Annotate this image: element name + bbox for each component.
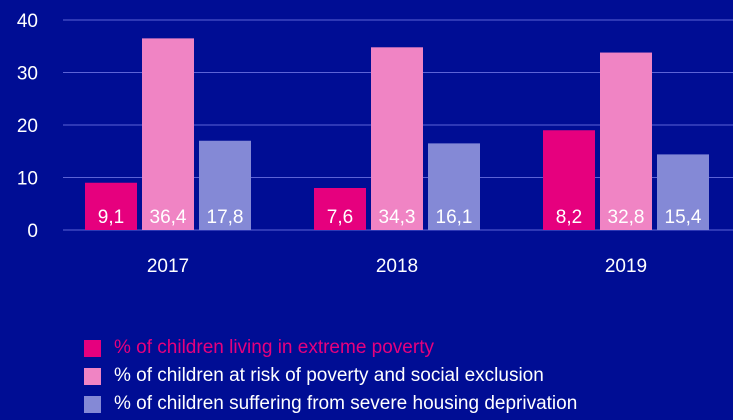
data-label: 16,1 — [436, 207, 473, 228]
y-tick-label: 10 — [17, 169, 38, 190]
bar — [600, 52, 652, 230]
legend-swatch — [84, 395, 101, 413]
legend-label: % of children at risk of poverty and soc… — [114, 365, 544, 386]
bar — [371, 47, 423, 230]
bar — [199, 140, 251, 230]
data-label: 7,6 — [327, 207, 353, 228]
legend-item: % of children at risk of poverty and soc… — [84, 362, 577, 390]
bar — [428, 143, 480, 230]
data-label: 34,3 — [379, 207, 416, 228]
data-label: 36,4 — [150, 207, 187, 228]
data-label: 32,8 — [608, 207, 645, 228]
y-tick-label: 0 — [27, 221, 38, 242]
legend: % of children living in extreme poverty%… — [84, 334, 577, 418]
data-label: 15,4 — [665, 207, 702, 228]
y-tick-label: 20 — [17, 116, 38, 137]
data-label: 9,1 — [98, 207, 124, 228]
legend-swatch — [84, 339, 101, 357]
x-tick-label: 2017 — [147, 256, 189, 277]
bar — [657, 154, 709, 230]
y-tick-label: 30 — [17, 64, 38, 85]
bar — [314, 188, 366, 230]
bar — [543, 130, 595, 230]
legend-label: % of children suffering from severe hous… — [114, 393, 578, 414]
legend-label: % of children living in extreme poverty — [114, 337, 434, 358]
bar — [142, 38, 194, 230]
legend-item: % of children suffering from severe hous… — [84, 390, 577, 418]
bar — [85, 182, 137, 230]
x-tick-label: 2019 — [605, 256, 647, 277]
data-label: 8,2 — [556, 207, 582, 228]
data-label: 17,8 — [207, 207, 244, 228]
x-tick-label: 2018 — [376, 256, 418, 277]
legend-item: % of children living in extreme poverty — [84, 334, 577, 362]
y-tick-label: 40 — [17, 11, 38, 32]
legend-swatch — [84, 367, 101, 385]
